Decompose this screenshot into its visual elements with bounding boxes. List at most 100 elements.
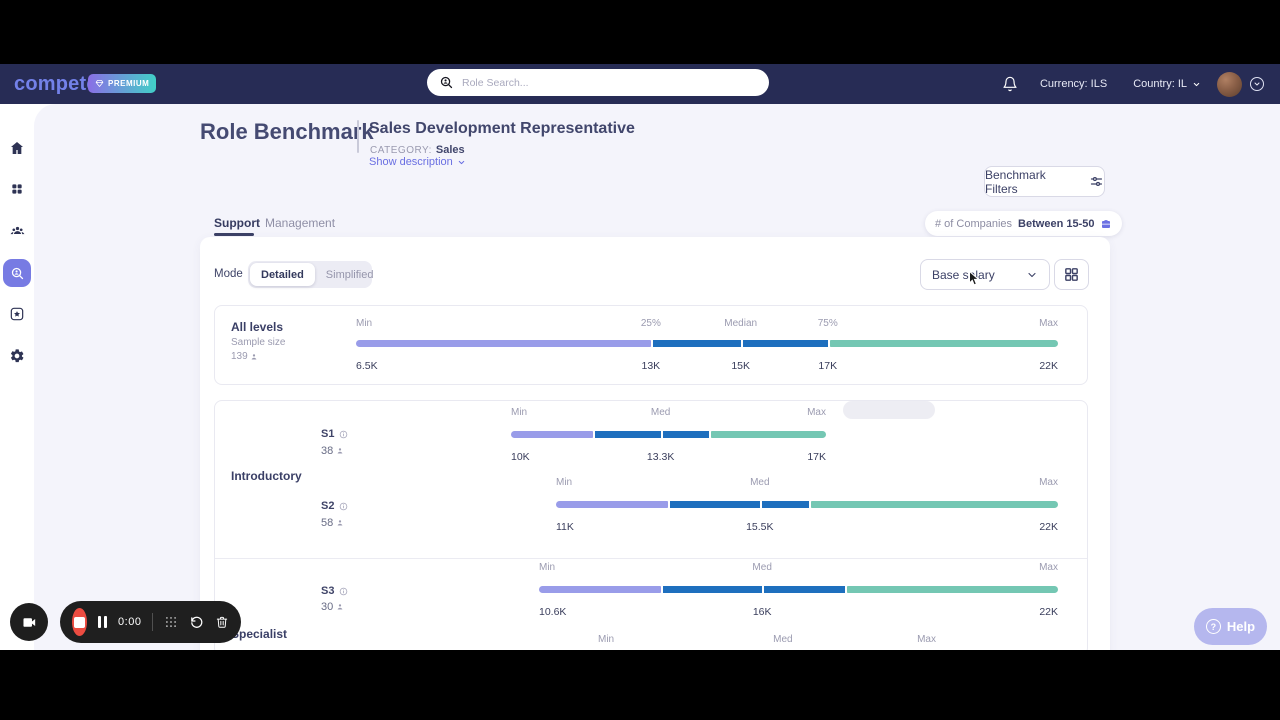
page-title: Role Benchmark bbox=[200, 119, 374, 144]
chevron-down-icon bbox=[1193, 82, 1200, 86]
tab-management[interactable]: Management bbox=[265, 216, 336, 230]
marker-value: 17K bbox=[818, 360, 838, 372]
app-header: compete PREMIUM Currency: ILS Country: I… bbox=[0, 64, 1280, 104]
help-button[interactable]: ? Help bbox=[1194, 608, 1267, 645]
marker-value: 10K bbox=[511, 451, 530, 463]
marker-value: 13.3K bbox=[646, 451, 675, 463]
person-icon bbox=[337, 448, 343, 454]
home-icon bbox=[11, 142, 23, 154]
marker-label: Med bbox=[750, 477, 770, 488]
sidebar-item-favorites[interactable] bbox=[0, 306, 34, 322]
mode-option-detailed[interactable]: Detailed bbox=[250, 263, 315, 286]
recorder-toolbar: 0:00 bbox=[60, 601, 241, 643]
marker-label: Max bbox=[1039, 562, 1058, 573]
marker-label: Min bbox=[539, 562, 556, 573]
group-name: Specialist bbox=[231, 627, 288, 641]
account-chevron-icon[interactable] bbox=[1250, 77, 1264, 91]
drag-dots-icon[interactable] bbox=[164, 615, 178, 629]
benchmark-filters-button[interactable]: Benchmark Filters bbox=[984, 166, 1105, 197]
level-chart-s2: Min Med Max 11K 15.5K 22K bbox=[556, 401, 1058, 541]
country-selector[interactable]: Country: IL bbox=[1133, 78, 1201, 90]
marker-label: Max bbox=[917, 634, 936, 645]
marker-label: 75% bbox=[817, 318, 838, 329]
avatar[interactable] bbox=[1217, 71, 1242, 97]
briefcase-icon bbox=[1102, 219, 1111, 228]
sidebar bbox=[0, 104, 34, 650]
marker-label: 25% bbox=[640, 318, 661, 329]
level-code: S2 bbox=[321, 500, 335, 512]
level-chart-next: Min Med Max bbox=[598, 401, 936, 650]
marker-value: 22K bbox=[1039, 521, 1058, 533]
show-description-link[interactable]: Show description bbox=[369, 156, 466, 168]
category-label: CATEGORY: bbox=[370, 145, 432, 156]
header-actions: Currency: ILS Country: IL bbox=[1002, 64, 1264, 104]
sample-size-label: Sample size bbox=[231, 337, 286, 348]
marker-value: 17K bbox=[807, 451, 826, 463]
record-stop-button[interactable] bbox=[72, 608, 88, 636]
metric-dropdown-value: Base salary bbox=[932, 267, 995, 282]
marker-label: Min bbox=[511, 407, 528, 418]
letterbox-bottom bbox=[0, 650, 1280, 720]
benchmark-range-bar[interactable] bbox=[539, 586, 1058, 593]
info-icon[interactable] bbox=[339, 502, 348, 511]
workspace: Role Benchmark Sales Development Represe… bbox=[0, 104, 1280, 650]
companies-filter-label: # of Companies bbox=[935, 217, 1013, 230]
level-sample-size: 58 bbox=[321, 517, 344, 529]
marker-value: 6.5K bbox=[356, 360, 378, 372]
grid-view-button[interactable] bbox=[1054, 259, 1089, 290]
diamond-icon bbox=[95, 79, 104, 88]
star-square-icon bbox=[10, 307, 24, 321]
restart-icon[interactable] bbox=[189, 615, 204, 630]
app-logo: compete bbox=[14, 73, 98, 95]
sidebar-item-apps[interactable] bbox=[0, 182, 34, 196]
help-label: Help bbox=[1226, 619, 1256, 634]
marker-label: Med bbox=[650, 407, 671, 418]
sidebar-item-role-search[interactable] bbox=[3, 259, 31, 287]
search-input[interactable] bbox=[462, 76, 757, 89]
mode-option-simplified[interactable]: Simplified bbox=[325, 268, 374, 281]
record-timer: 0:00 bbox=[118, 616, 142, 628]
level-chart-s3: Min Med Max 10.6K 16K 22K bbox=[539, 401, 1058, 626]
level-row-label: S2 bbox=[321, 500, 348, 512]
sidebar-item-team[interactable] bbox=[0, 223, 34, 240]
role-search-icon bbox=[11, 267, 23, 279]
benchmark-range-bar[interactable] bbox=[556, 501, 1058, 508]
person-icon bbox=[337, 520, 343, 526]
benchmark-range-bar[interactable] bbox=[356, 340, 1058, 347]
companies-filter-value: Between 15-50 bbox=[1018, 217, 1095, 230]
level-count: 30 bbox=[321, 601, 334, 613]
level-row-label: S1 bbox=[321, 428, 348, 440]
sample-size-value: 139 bbox=[231, 351, 248, 362]
letterbox-top bbox=[0, 0, 1280, 64]
notifications-bell-icon[interactable] bbox=[1002, 76, 1018, 92]
marker-label: Min bbox=[598, 634, 615, 645]
recorder-divider bbox=[152, 613, 153, 631]
mode-label: Mode bbox=[214, 268, 243, 280]
info-icon[interactable] bbox=[339, 587, 348, 596]
recorder-camera-button[interactable] bbox=[10, 603, 48, 641]
trash-icon[interactable] bbox=[215, 615, 229, 629]
companies-filter-pill[interactable]: # of Companies Between 15-50 bbox=[925, 211, 1123, 236]
tab-support[interactable]: Support bbox=[214, 216, 260, 230]
level-row-label: S3 bbox=[321, 585, 348, 597]
marker-label: Max bbox=[1039, 318, 1058, 329]
info-icon[interactable] bbox=[339, 430, 348, 439]
all-levels-chart: Min 25% Median 75% Max 6.5K 13K 15K 17K bbox=[356, 306, 1058, 386]
category-value: Sales bbox=[435, 144, 465, 156]
role-search-bar[interactable] bbox=[427, 69, 769, 96]
benchmark-filters-label: Benchmark Filters bbox=[985, 167, 1046, 196]
mode-toggle: Detailed Simplified bbox=[248, 261, 373, 288]
sidebar-item-home[interactable] bbox=[0, 140, 34, 156]
benchmark-range-bar[interactable] bbox=[511, 431, 826, 438]
level-code: S3 bbox=[321, 585, 335, 597]
category-row: CATEGORY: Sales bbox=[370, 140, 465, 158]
show-description-label: Show description bbox=[369, 156, 453, 168]
gear-icon bbox=[10, 349, 24, 363]
currency-selector[interactable]: Currency: ILS bbox=[1039, 78, 1108, 90]
level-sample-size: 38 bbox=[321, 445, 344, 457]
sidebar-item-settings[interactable] bbox=[0, 348, 34, 364]
group-divider bbox=[215, 558, 1087, 559]
record-pause-button[interactable] bbox=[98, 616, 108, 628]
metric-dropdown[interactable]: Base salary bbox=[920, 259, 1050, 290]
